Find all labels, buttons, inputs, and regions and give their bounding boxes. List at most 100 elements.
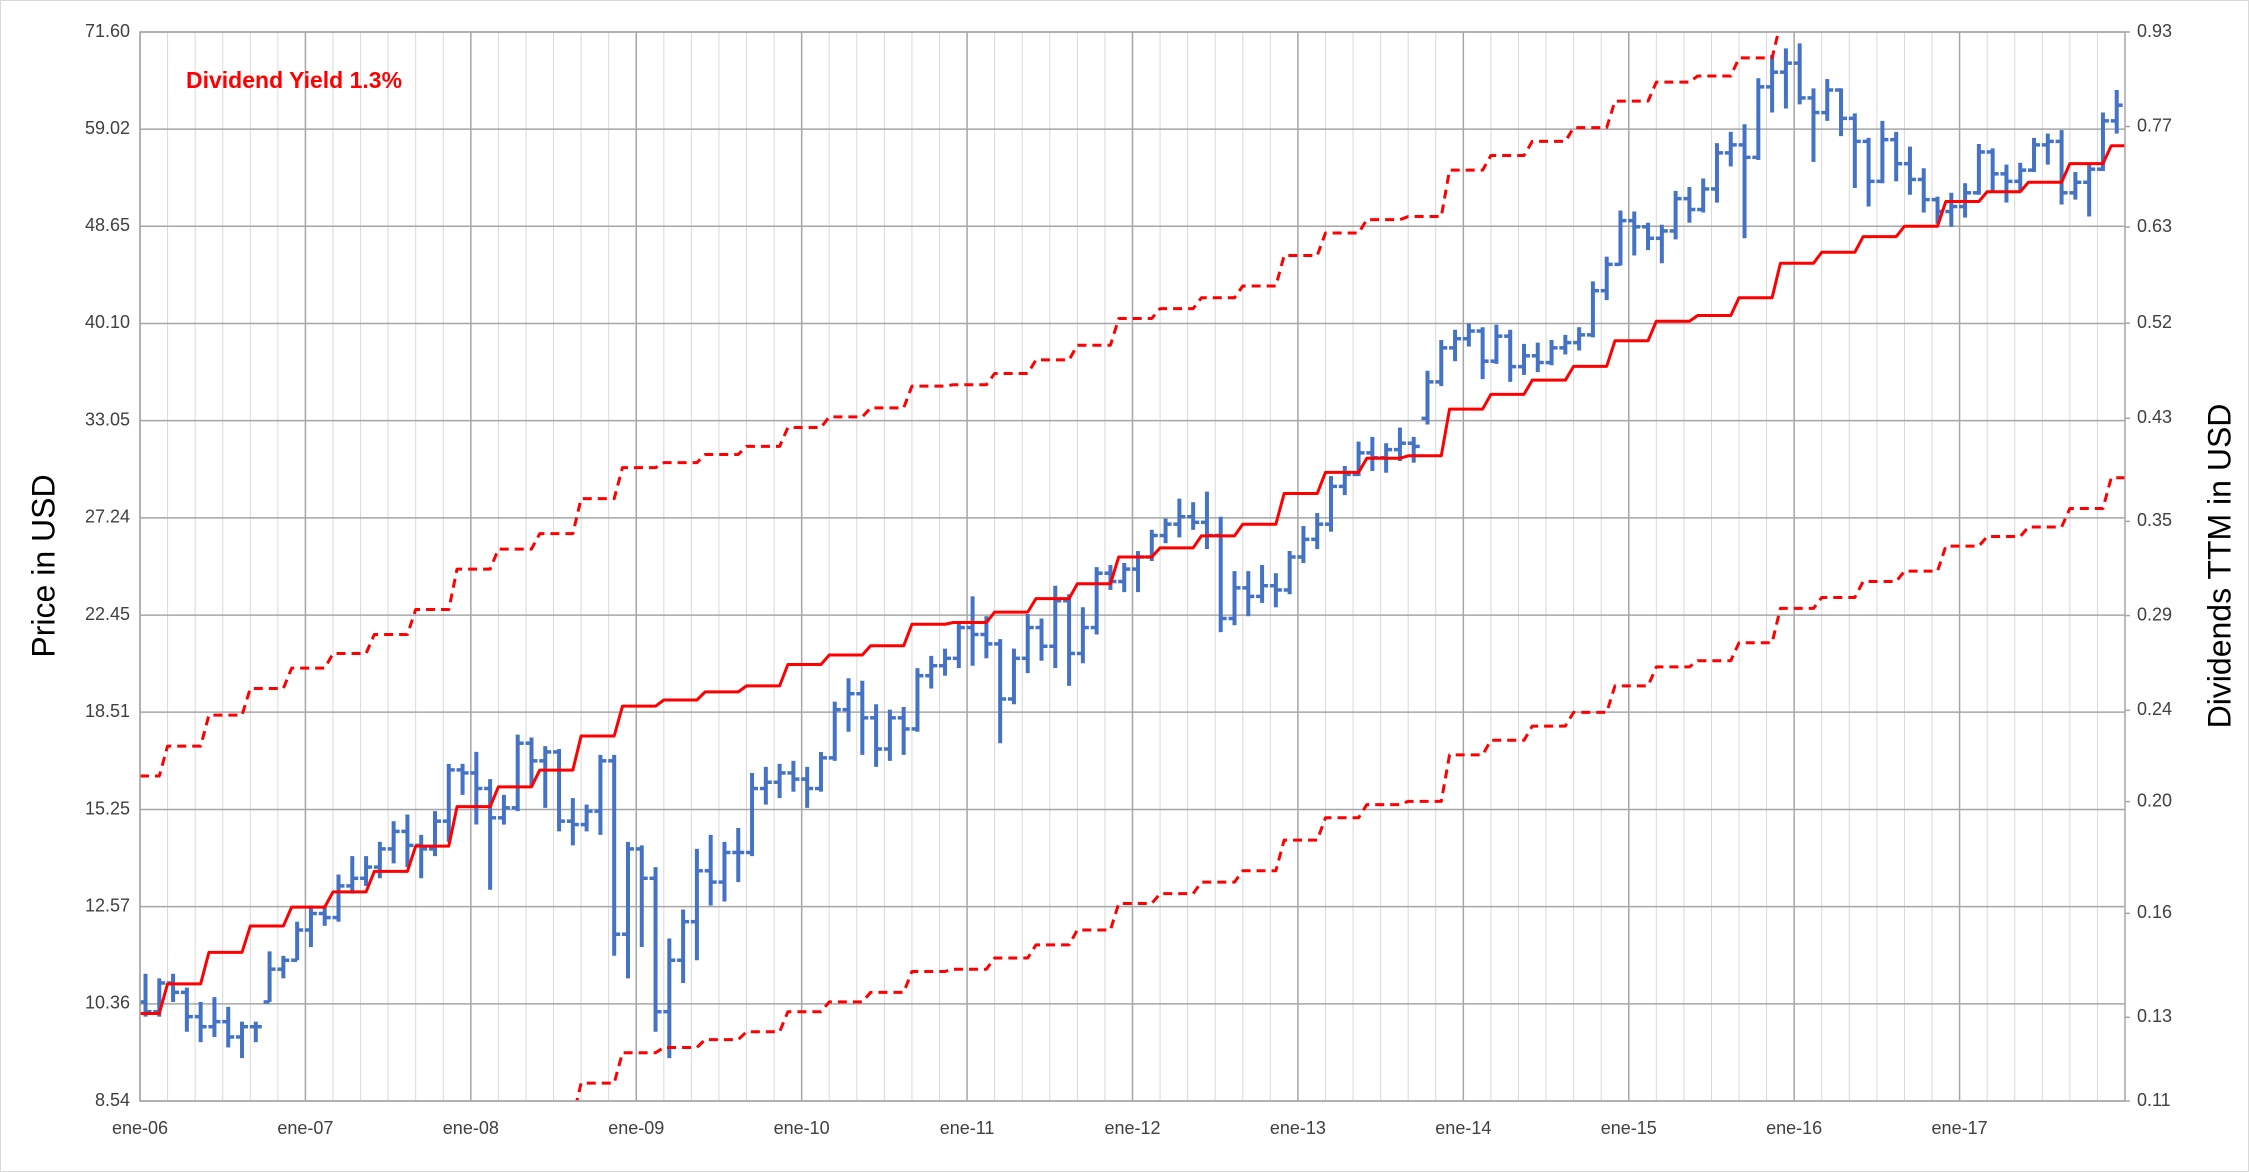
ohlc-bar xyxy=(621,841,634,979)
ohlc-bar xyxy=(1269,573,1282,608)
ohlc-bar xyxy=(236,1021,249,1059)
y-tick-label: 33.05 xyxy=(85,409,130,429)
y2-tick-label: 0.35 xyxy=(2137,510,2172,530)
y-tick-label: 15.25 xyxy=(85,798,130,818)
ohlc-bar xyxy=(2110,89,2123,134)
ohlc-bar xyxy=(525,737,538,786)
ohlc-bar xyxy=(539,746,552,808)
ohlc-bar xyxy=(1173,498,1186,538)
ohlc-bar xyxy=(387,821,400,864)
ohlc-bar xyxy=(511,734,524,812)
ohlc-bar xyxy=(1862,137,1875,207)
ohlc-bar xyxy=(1159,518,1172,544)
ohlc-bar xyxy=(566,798,579,846)
ohlc-bar xyxy=(456,763,469,795)
y2-tick-label: 0.20 xyxy=(2137,790,2172,810)
ohlc-bar xyxy=(2014,162,2027,192)
x-tick-label: ene-09 xyxy=(608,1118,664,1138)
ohlc-bar xyxy=(1256,565,1269,603)
ohlc-bar xyxy=(291,921,304,962)
ohlc-bar xyxy=(277,955,290,979)
ohlc-bar xyxy=(649,867,662,1032)
ohlc-bar xyxy=(663,938,676,1059)
ohlc-bar xyxy=(1807,88,1820,162)
ohlc-bar xyxy=(773,763,786,799)
ohlc-bar xyxy=(1490,324,1503,364)
x-tick-label: ene-11 xyxy=(940,1118,995,1138)
y-tick-label: 27.24 xyxy=(85,507,130,527)
ohlc-bar xyxy=(1972,144,1985,195)
ohlc-bar xyxy=(2055,130,2068,205)
ohlc-bar xyxy=(1793,43,1806,105)
ohlc-bar xyxy=(1697,178,1710,213)
ohlc-bar xyxy=(1007,648,1020,705)
x-tick-label: ene-15 xyxy=(1601,1118,1657,1138)
ohlc-bar xyxy=(346,856,359,894)
yield-band-line xyxy=(140,32,1780,778)
yield-band-line xyxy=(575,476,2125,1101)
y-tick-label: 22.45 xyxy=(85,604,130,624)
y2-tick-label: 0.93 xyxy=(2137,21,2172,41)
ohlc-bar xyxy=(1683,187,1696,223)
ohlc-bar xyxy=(939,648,952,676)
y2-axis-title: Dividends TTM in USD xyxy=(2201,404,2237,729)
ohlc-bar xyxy=(249,1021,262,1043)
ohlc-bar xyxy=(690,848,703,961)
ohlc-bar xyxy=(1035,618,1048,661)
plot-frame xyxy=(139,31,2126,1102)
ohlc-bar xyxy=(1504,329,1517,382)
ohlc-bar xyxy=(1325,476,1337,532)
ohlc-bar xyxy=(497,794,510,825)
ohlc-bar xyxy=(1393,427,1406,462)
ohlc-bar xyxy=(594,754,607,835)
y-tick-label: 71.60 xyxy=(85,21,130,41)
ohlc-bar xyxy=(746,772,759,857)
y2-tick-label: 0.77 xyxy=(2137,115,2172,135)
ohlc-bar xyxy=(208,997,221,1037)
ohlc-bar xyxy=(318,905,331,926)
ohlc-bar xyxy=(718,841,731,902)
ohlc-bar xyxy=(1710,143,1723,203)
ohlc-bar xyxy=(801,766,814,808)
ohlc-bar xyxy=(580,804,593,832)
ohlc-bar xyxy=(925,655,938,689)
ohlc-bar xyxy=(1338,465,1351,496)
ohlc-bar xyxy=(2028,137,2041,172)
dividend-line xyxy=(140,144,2125,1016)
ohlc-bar xyxy=(994,639,1007,744)
ohlc-bar xyxy=(1586,281,1599,338)
ohlc-bar xyxy=(897,706,910,755)
ohlc-bar xyxy=(856,680,869,755)
ohlc-bar xyxy=(1600,256,1613,301)
ohlc-bar xyxy=(360,856,373,886)
x-tick-label: ene-06 xyxy=(112,1118,168,1138)
ohlc-bar xyxy=(401,814,414,868)
ohlc-bar xyxy=(1986,148,1999,193)
y-tick-label: 18.51 xyxy=(85,701,130,721)
x-tick-label: ene-12 xyxy=(1104,1118,1160,1138)
y2-tick-label: 0.11 xyxy=(2137,1090,2171,1110)
x-tick-label: ene-10 xyxy=(774,1118,830,1138)
ohlc-bar xyxy=(2000,164,2013,203)
ohlc-bar xyxy=(1090,567,1103,635)
ohlc-bar xyxy=(1752,78,1765,161)
y2-tick-label: 0.13 xyxy=(2137,1006,2172,1026)
ohlc-bar xyxy=(1283,551,1296,595)
y2-tick-label: 0.24 xyxy=(2137,699,2172,719)
ohlc-bar xyxy=(2083,162,2096,217)
ohlc-bar xyxy=(1642,222,1655,251)
x-tick-label: ene-17 xyxy=(1932,1118,1988,1138)
labels: ene-06 ene-07 ene-08 ene-09 ene-10 ene-11 ene-… xyxy=(85,21,2172,1138)
y-tick-label: 40.10 xyxy=(85,312,130,332)
ohlc-bar xyxy=(1835,88,1848,137)
ohlc-bar xyxy=(759,766,772,805)
ohlc-bar xyxy=(1945,192,1958,227)
x-tick-label: ene-08 xyxy=(443,1118,499,1138)
ohlc-bar xyxy=(1779,48,1792,109)
x-tick-label: ene-14 xyxy=(1435,1118,1491,1138)
ohlc-bar xyxy=(1421,370,1434,425)
ohlc-bar xyxy=(222,1006,235,1048)
y-tick-label: 48.65 xyxy=(85,215,130,235)
ohlc-bar xyxy=(1228,571,1241,626)
